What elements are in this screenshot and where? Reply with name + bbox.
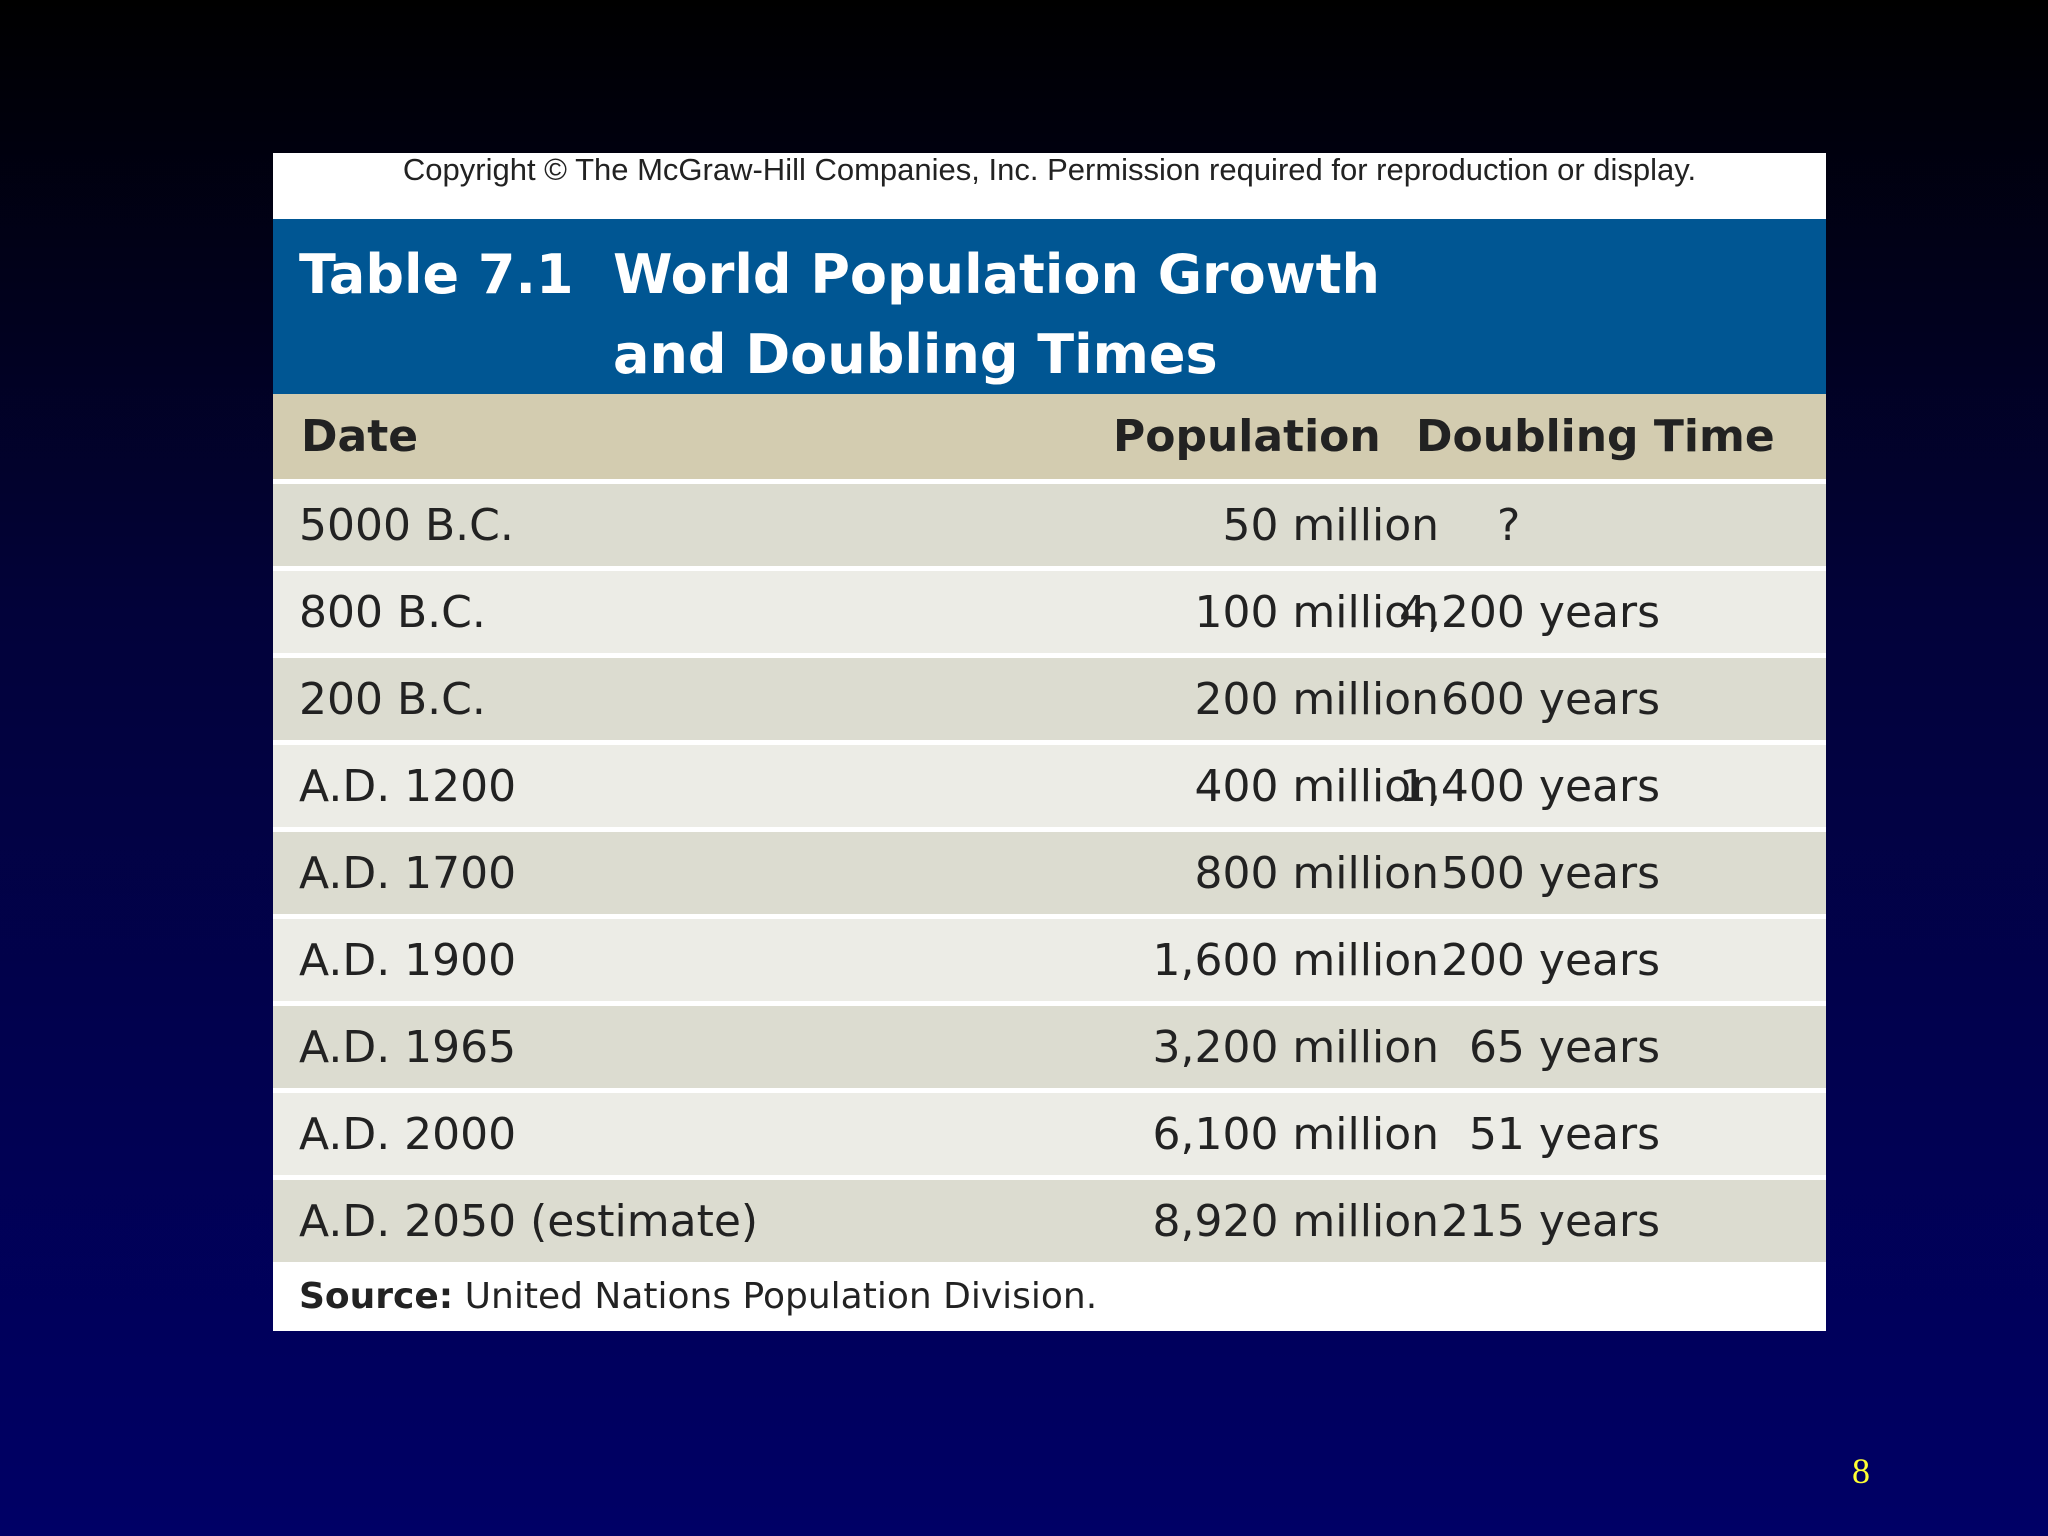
date-cell: A.D. 1965 — [299, 1021, 517, 1073]
doubling-cell: 4,200 years — [1398, 586, 1660, 638]
title-line: World Population Growth — [613, 243, 1380, 306]
population-cell: 200 million — [1194, 673, 1439, 725]
doubling-cell: 600 years — [1440, 673, 1660, 725]
doubling-cell: 215 years — [1440, 1195, 1660, 1247]
date-cell: A.D. 2050 (estimate) — [299, 1195, 759, 1247]
doubling-cell: 500 years — [1440, 847, 1660, 899]
source-label: Source: — [299, 1276, 454, 1317]
table-title: World Population Growth and Doubling Tim… — [613, 235, 1380, 395]
doubling-cell: 65 years — [1468, 1021, 1660, 1073]
column-header: Doubling Time — [1416, 411, 1775, 462]
doubling-cell: 200 years — [1440, 934, 1660, 986]
source-text: United Nations Population Division. — [464, 1276, 1098, 1317]
date-cell: 5000 B.C. — [299, 499, 514, 551]
table-row: 800 B.C. 100 million 4,200 years — [273, 566, 1826, 653]
copyright: Copyright © The McGraw-Hill Companies, I… — [402, 152, 1697, 187]
page-number: 8 — [1852, 1451, 1870, 1491]
table-row: 5000 B.C. 50 million? — [273, 479, 1826, 566]
column-header: Date — [301, 411, 419, 462]
table-header: Table 7.1 World Population Growth and Do… — [273, 219, 1826, 394]
column-headers: Date Population Doubling Time — [273, 394, 1826, 479]
column-header: Population — [1113, 411, 1381, 462]
table-row: A.D. 1965 3,200 million 65 years — [273, 1001, 1826, 1088]
table-row: A.D. 1700 800 million 500 years — [273, 827, 1826, 914]
table-row: A.D. 1200 400 million 1,400 years — [273, 740, 1826, 827]
table-label: Table 7.1 — [299, 243, 574, 306]
date-cell: A.D. 2000 — [299, 1108, 517, 1160]
population-cell: 400 million — [1194, 760, 1439, 812]
doubling-cell: 51 years — [1468, 1108, 1660, 1160]
table-row: A.D. 2050 (estimate) 8,920 million 215 yea… — [273, 1175, 1826, 1262]
date-cell: 200 B.C. — [299, 673, 486, 725]
doubling-cell: ? — [1497, 499, 1521, 551]
doubling-cell: 1,400 years — [1398, 760, 1660, 812]
population-cell: 3,200 million — [1152, 1021, 1439, 1073]
population-cell: 50 million — [1222, 499, 1439, 551]
population-cell: 100 million — [1194, 586, 1439, 638]
table-panel: Copyright © The McGraw-Hill Companies, I… — [273, 153, 1826, 1331]
source: Source: United Nations Population Divisi… — [299, 1276, 1097, 1317]
table-row: A.D. 1900 1,600 million 200 years — [273, 914, 1826, 1001]
date-cell: A.D. 1200 — [299, 760, 517, 812]
population-cell: 8,920 million — [1152, 1195, 1439, 1247]
date-cell: A.D. 1700 — [299, 847, 517, 899]
title-line: and Doubling Times — [613, 323, 1218, 386]
population-cell: 1,600 million — [1152, 934, 1439, 986]
table-row: A.D. 2000 6,100 million 51 years — [273, 1088, 1826, 1175]
population-cell: 800 million — [1194, 847, 1439, 899]
table-row: 200 B.C. 200 million 600 years — [273, 653, 1826, 740]
date-cell: A.D. 1900 — [299, 934, 517, 986]
population-cell: 6,100 million — [1152, 1108, 1439, 1160]
date-cell: 800 B.C. — [299, 586, 486, 638]
